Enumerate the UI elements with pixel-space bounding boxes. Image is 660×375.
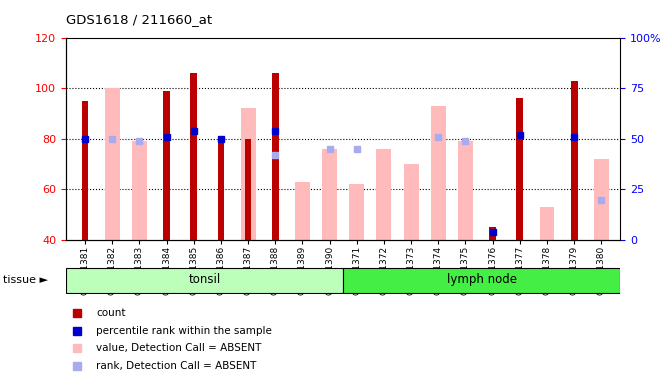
- Bar: [218, 139, 224, 240]
- Bar: [322, 149, 337, 240]
- Bar: [594, 159, 609, 240]
- Bar: [245, 139, 251, 240]
- Text: percentile rank within the sample: percentile rank within the sample: [96, 326, 273, 336]
- Bar: [458, 141, 473, 240]
- Text: count: count: [96, 308, 126, 318]
- Bar: [376, 149, 391, 240]
- Text: rank, Detection Call = ABSENT: rank, Detection Call = ABSENT: [96, 361, 257, 371]
- Bar: [489, 227, 496, 240]
- Bar: [295, 182, 310, 240]
- Bar: [517, 98, 523, 240]
- Bar: [272, 73, 279, 240]
- Text: tonsil: tonsil: [189, 273, 220, 286]
- Bar: [163, 91, 170, 240]
- Text: lymph node: lymph node: [447, 273, 517, 286]
- Bar: [349, 184, 364, 240]
- FancyBboxPatch shape: [343, 268, 620, 293]
- Bar: [132, 141, 147, 240]
- FancyBboxPatch shape: [66, 268, 343, 293]
- Bar: [540, 207, 554, 240]
- Bar: [404, 164, 418, 240]
- Bar: [571, 81, 578, 240]
- Text: value, Detection Call = ABSENT: value, Detection Call = ABSENT: [96, 344, 262, 354]
- Bar: [82, 101, 88, 240]
- Bar: [105, 88, 119, 240]
- Text: GDS1618 / 211660_at: GDS1618 / 211660_at: [66, 13, 212, 26]
- Bar: [190, 73, 197, 240]
- Text: tissue ►: tissue ►: [3, 275, 48, 285]
- Bar: [241, 108, 255, 240]
- Bar: [431, 106, 446, 240]
